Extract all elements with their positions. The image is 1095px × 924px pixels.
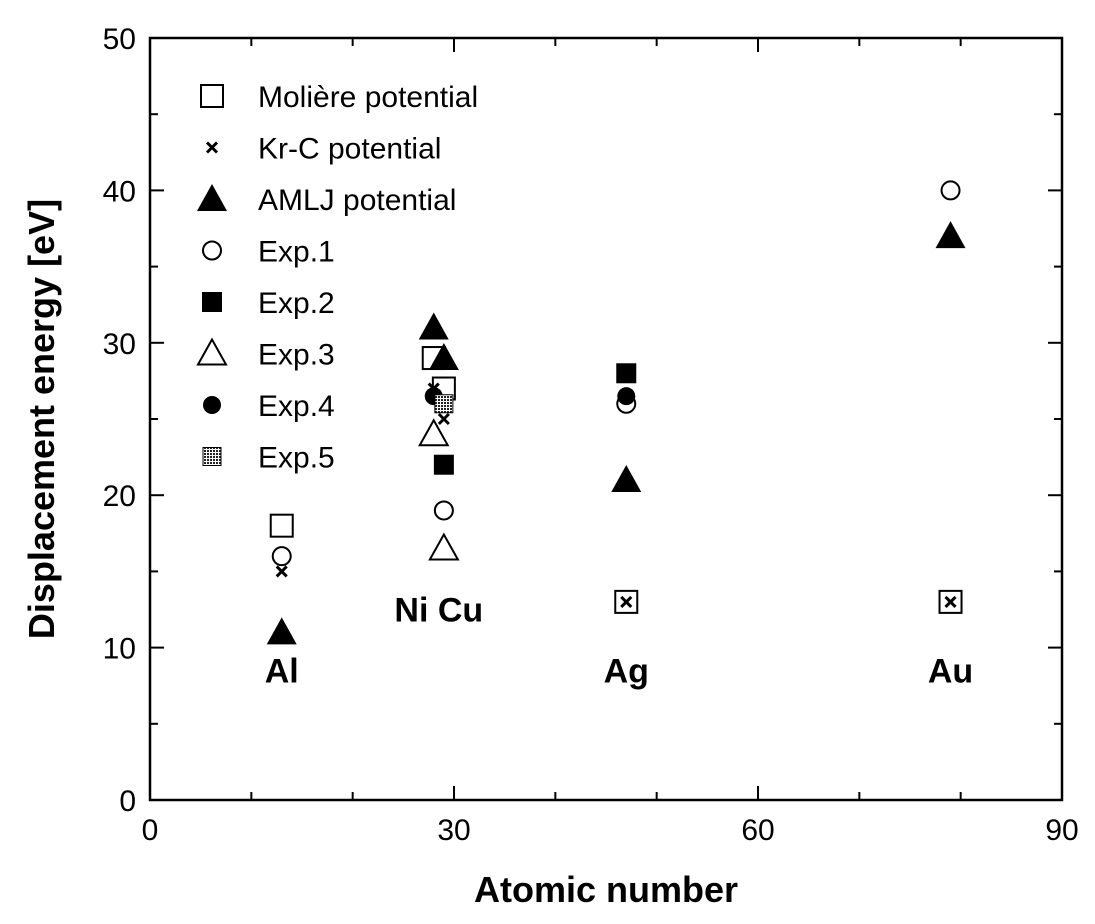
data-point xyxy=(437,412,450,426)
data-point xyxy=(418,312,449,340)
legend-label: AMLJ potential xyxy=(258,184,456,217)
data-point xyxy=(617,387,636,406)
x-tick-label: 0 xyxy=(142,814,159,847)
data-point xyxy=(269,513,294,538)
legend-marker xyxy=(202,447,222,466)
axis-ticks xyxy=(149,37,1063,801)
data-point xyxy=(433,500,454,521)
element-label: Ni Cu xyxy=(394,592,483,630)
x-tick-label: 60 xyxy=(741,814,774,847)
legend-label: Exp.2 xyxy=(258,287,335,320)
data-point xyxy=(275,565,288,578)
element-label: Al xyxy=(265,652,299,690)
data-point xyxy=(620,595,633,608)
legend-marker xyxy=(197,184,227,211)
x-tick-label: 30 xyxy=(437,814,470,847)
data-point xyxy=(935,221,966,249)
element-label: Ag xyxy=(604,652,649,690)
tick-labels: 0 30 60 90 0 10 20 30 40 50 xyxy=(103,23,1079,847)
y-tick-label: 30 xyxy=(103,328,136,361)
data-point xyxy=(434,394,454,414)
data-point xyxy=(944,595,957,608)
y-tick-label: 0 xyxy=(119,785,136,818)
legend-label: Kr-C potential xyxy=(258,133,441,166)
element-label: Au xyxy=(928,652,973,690)
y-tick-label: 10 xyxy=(103,633,136,666)
y-tick-label: 20 xyxy=(103,480,136,513)
y-axis-title: Displacement energy [eV] xyxy=(21,199,62,639)
x-tick-label: 90 xyxy=(1045,814,1078,847)
data-point xyxy=(428,532,460,561)
legend-marker xyxy=(205,141,219,154)
legend-label: Exp.1 xyxy=(258,236,335,269)
y-tick-label: 50 xyxy=(103,23,136,56)
legend-label: Molière potential xyxy=(258,81,478,114)
legend-marker xyxy=(202,240,222,261)
legend-label: Exp.5 xyxy=(258,442,335,475)
data-point xyxy=(433,454,454,475)
data-point xyxy=(266,617,297,645)
legend-marker xyxy=(202,292,222,312)
data-point xyxy=(616,363,637,384)
legend: Molière potential Kr-C potential AMLJ pote… xyxy=(196,81,478,475)
y-tick-label: 40 xyxy=(103,175,136,208)
data-point xyxy=(271,546,292,567)
data-points xyxy=(266,180,966,645)
x-axis-title: Atomic number xyxy=(474,869,738,910)
data-point xyxy=(611,464,642,492)
legend-marker xyxy=(196,337,228,366)
legend-label: Exp.4 xyxy=(258,390,335,423)
legend-marker xyxy=(200,84,224,108)
element-annotations: Al Ni Cu Ag Au xyxy=(265,592,973,691)
legend-marker xyxy=(203,396,221,414)
data-point xyxy=(418,418,450,447)
legend-label: Exp.3 xyxy=(258,339,335,372)
data-point xyxy=(940,180,961,201)
data-point xyxy=(428,343,459,371)
